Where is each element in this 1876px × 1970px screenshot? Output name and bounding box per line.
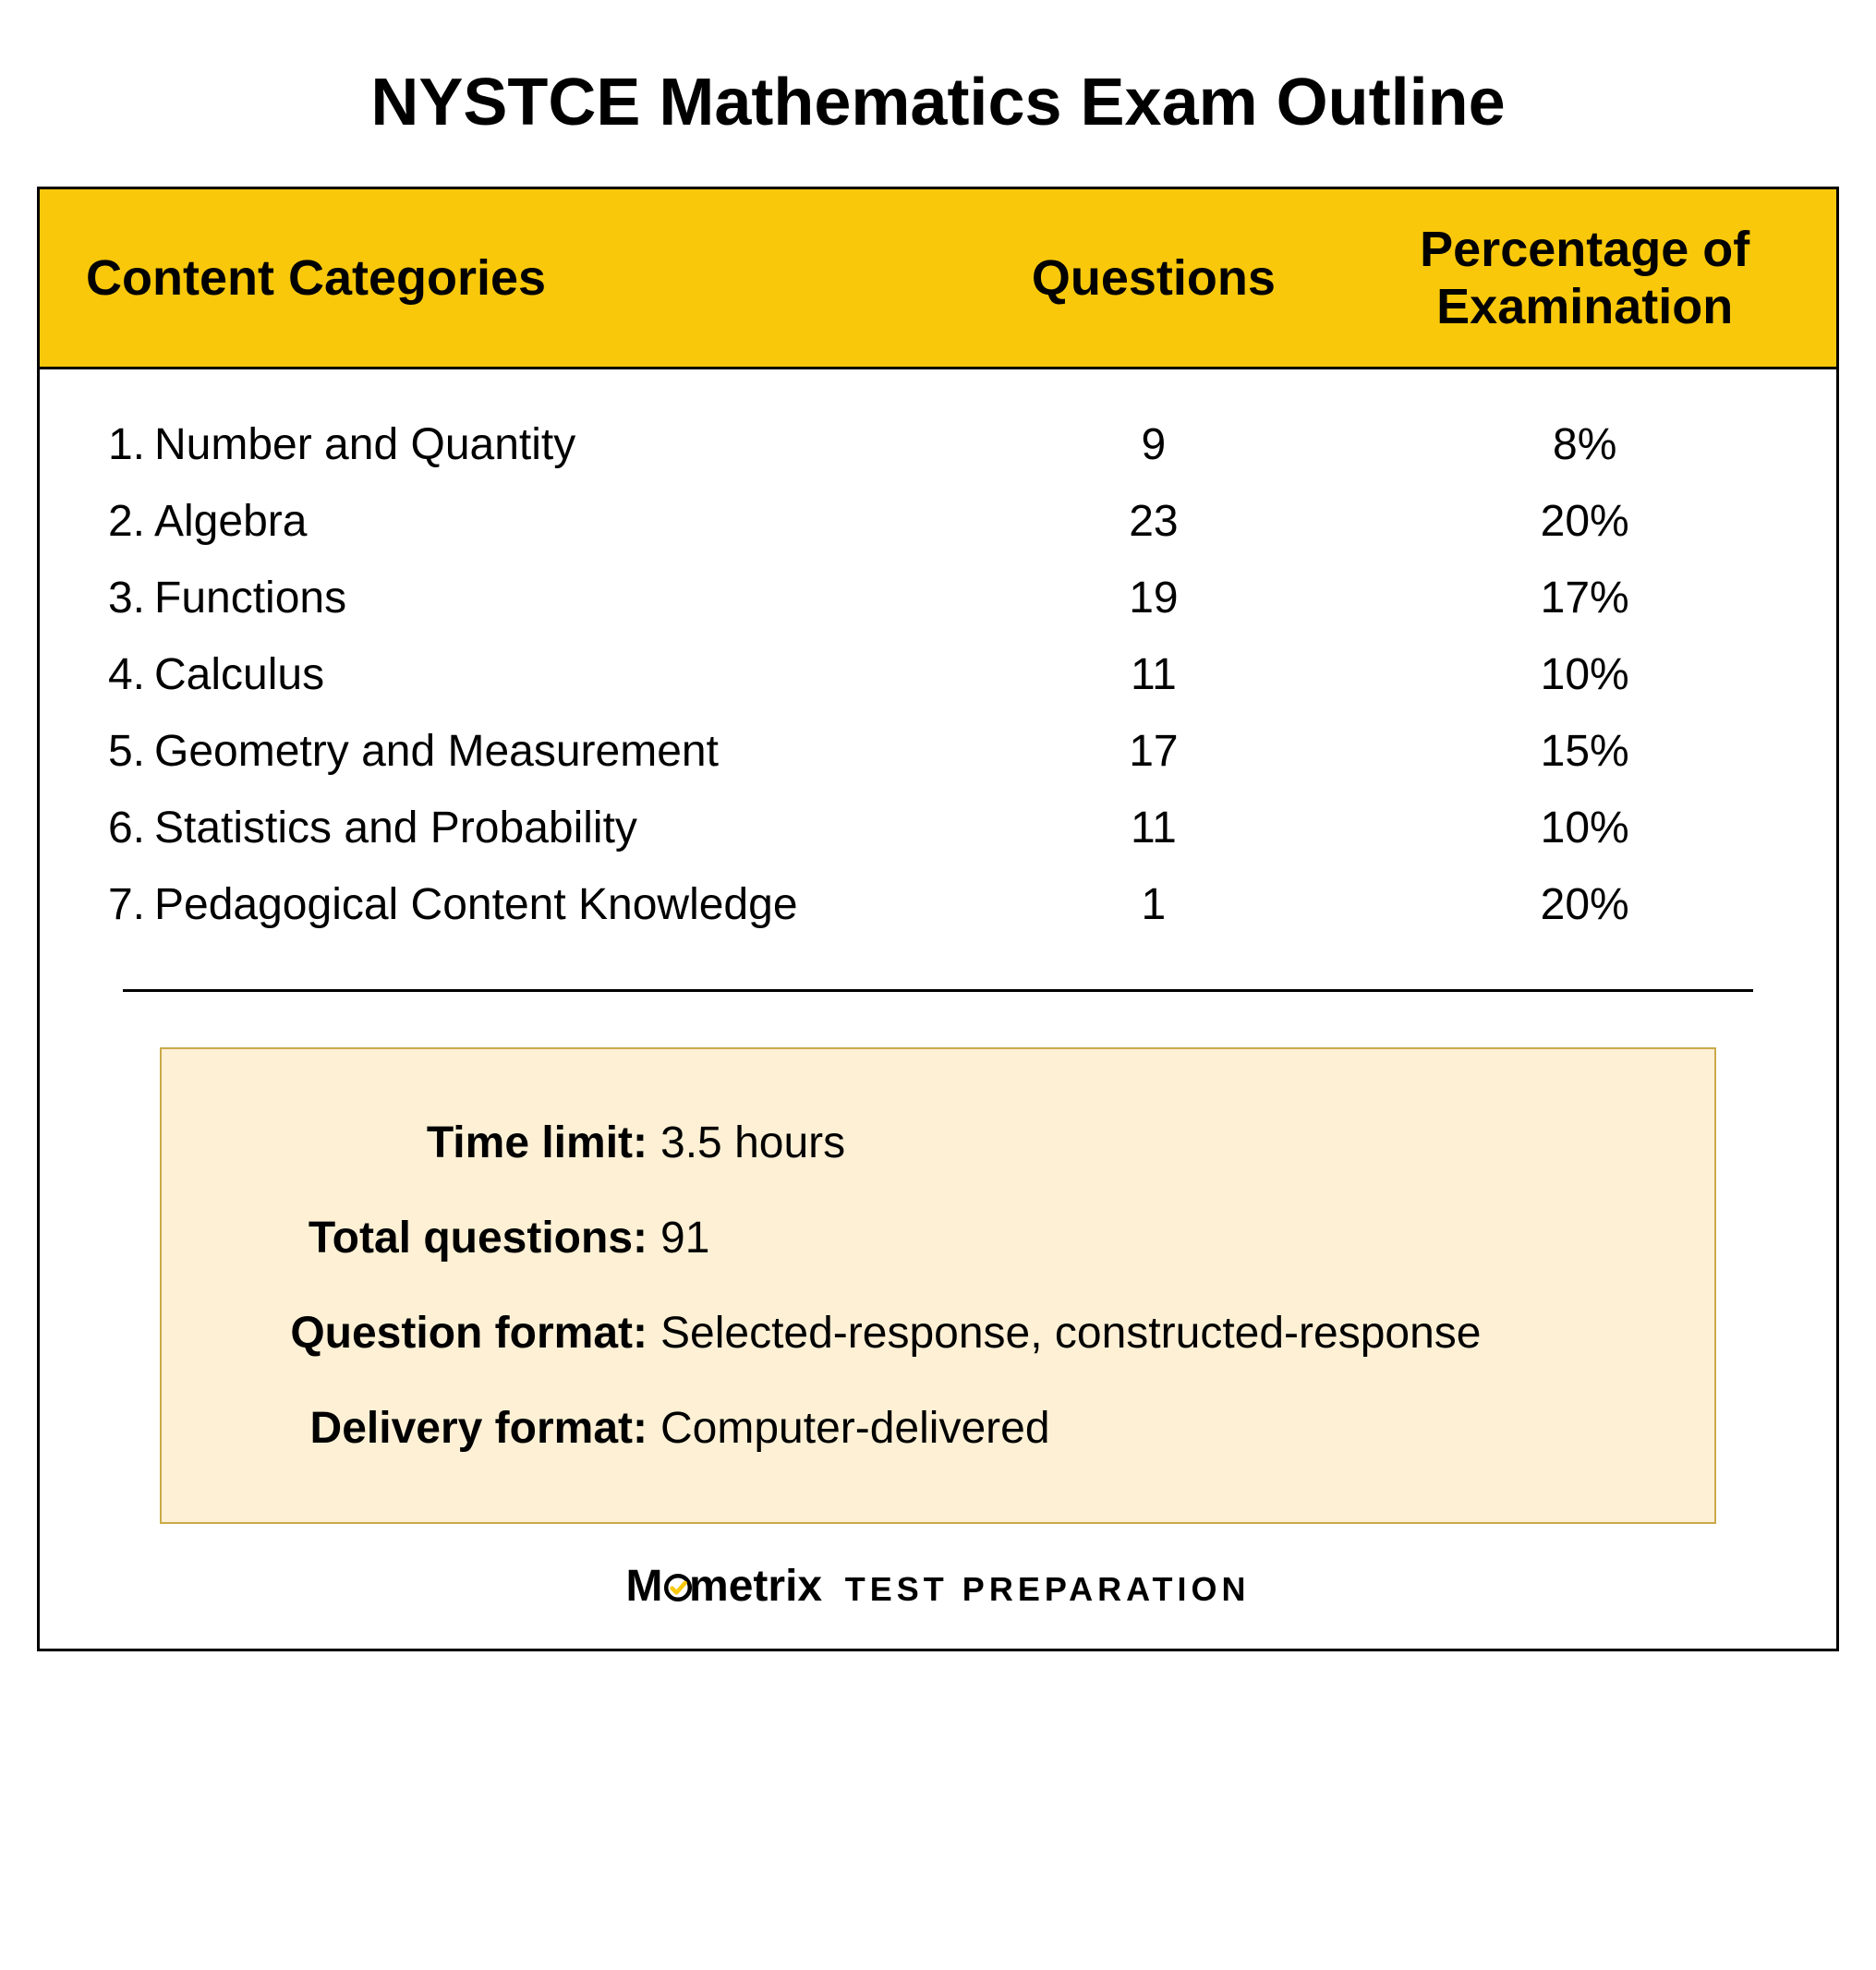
cell-questions: 1 [974,879,1333,930]
logo-text-post: metrix [689,1562,822,1611]
info-label: Time limit: [217,1118,660,1168]
row-number: 3. [86,573,145,623]
row-name: Geometry and Measurement [154,726,719,777]
row-number: 7. [86,879,145,930]
logo-check-icon [663,1573,690,1602]
cell-questions: 11 [974,803,1333,853]
table-row: 1.Number and Quantity98% [40,406,1836,483]
cell-percentage: 15% [1333,726,1836,777]
cell-questions: 11 [974,649,1333,700]
exam-outline-card: NYSTCE Mathematics Exam Outline Content … [37,65,1839,1651]
cell-percentage: 20% [1333,496,1836,547]
divider-line [123,989,1753,992]
col-header-questions: Questions [974,189,1333,367]
logo-text-pre: M [626,1562,663,1611]
info-value: Computer-delivered [660,1403,1659,1454]
exam-info-box: Time limit:3.5 hoursTotal questions:91Qu… [160,1047,1716,1524]
info-value: 3.5 hours [660,1118,1659,1168]
info-row: Time limit:3.5 hours [217,1095,1659,1190]
logo-tagline: TEST PREPARATION [845,1570,1251,1608]
info-label: Delivery format: [217,1403,660,1454]
cell-percentage: 10% [1333,649,1836,700]
brand-logo: Mmetrix TEST PREPARATION [40,1561,1836,1612]
row-number: 6. [86,803,145,853]
table-row: 4.Calculus1110% [40,636,1836,713]
cell-percentage: 8% [1333,419,1836,470]
page-title: NYSTCE Mathematics Exam Outline [37,65,1839,140]
row-name: Algebra [154,496,307,547]
row-number: 1. [86,419,145,470]
col-header-percentage: Percentage of Examination [1333,189,1836,367]
table-row: 3.Functions1917% [40,560,1836,636]
row-name: Pedagogical Content Knowledge [154,879,798,930]
info-label: Total questions: [217,1213,660,1263]
row-name: Calculus [154,649,324,700]
info-row: Delivery format:Computer-delivered [217,1381,1659,1476]
row-number: 5. [86,726,145,777]
cell-category: 6.Statistics and Probability [40,803,974,853]
info-row: Total questions:91 [217,1190,1659,1286]
info-value: Selected-response, constructed-response [660,1308,1659,1359]
cell-percentage: 17% [1333,573,1836,623]
cell-category: 4.Calculus [40,649,974,700]
info-value: 91 [660,1213,1659,1263]
cell-category: 1.Number and Quantity [40,419,974,470]
table-header-row: Content Categories Questions Percentage … [40,189,1836,369]
info-row: Question format:Selected-response, const… [217,1286,1659,1381]
cell-category: 7.Pedagogical Content Knowledge [40,879,974,930]
cell-percentage: 10% [1333,803,1836,853]
table-body: 1.Number and Quantity98%2.Algebra2320%3.… [40,369,1836,961]
row-name: Functions [154,573,346,623]
cell-category: 3.Functions [40,573,974,623]
outline-box: Content Categories Questions Percentage … [37,187,1839,1651]
row-name: Statistics and Probability [154,803,637,853]
table-row: 2.Algebra2320% [40,483,1836,560]
cell-questions: 17 [974,726,1333,777]
cell-questions: 19 [974,573,1333,623]
row-name: Number and Quantity [154,419,575,470]
table-row: 6.Statistics and Probability1110% [40,790,1836,866]
cell-category: 5.Geometry and Measurement [40,726,974,777]
table-row: 5.Geometry and Measurement1715% [40,713,1836,790]
col-header-categories: Content Categories [40,189,974,367]
cell-category: 2.Algebra [40,496,974,547]
row-number: 2. [86,496,145,547]
table-row: 7.Pedagogical Content Knowledge120% [40,866,1836,943]
cell-questions: 23 [974,496,1333,547]
info-label: Question format: [217,1308,660,1359]
cell-percentage: 20% [1333,879,1836,930]
cell-questions: 9 [974,419,1333,470]
row-number: 4. [86,649,145,700]
